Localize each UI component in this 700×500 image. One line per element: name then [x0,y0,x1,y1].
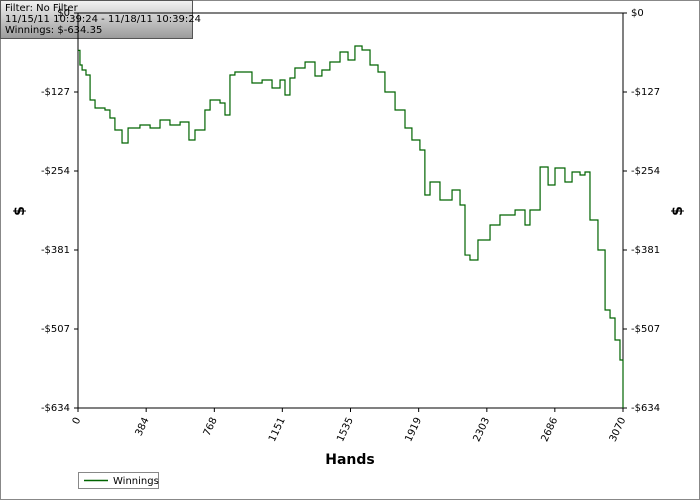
info-text: Filter: No Filter [5,3,79,14]
info-box [0,0,193,39]
info-text: Winnings: $-634.35 [5,25,102,36]
y2-tick-label: -$254 [631,166,660,177]
y-tick-label: -$507 [41,324,70,335]
info-text: 11/15/11 10:39:24 - 11/18/11 10:39:24 [5,14,201,25]
y-tick-label: -$254 [41,166,70,177]
x-tick-label: 1535 [335,416,356,444]
x-tick-label: 768 [202,416,220,438]
y-tick-label: -$634 [41,403,70,414]
y-tick-label: -$127 [41,87,70,98]
x-tick-label: 384 [134,416,152,438]
y2-tick-label: -$507 [631,324,660,335]
plot-area [77,12,624,409]
x-tick-label: 2686 [540,416,561,444]
x-tick-label: 3070 [608,416,629,444]
x-axis-label: Hands [325,452,375,468]
x-tick-label: 1919 [403,416,424,444]
y2-tick-label: -$634 [631,403,660,414]
y2-tick-label: -$381 [631,245,660,256]
y2-tick-label: -$127 [631,87,660,98]
y-tick-label: $0 [57,8,70,19]
y-axis-label: $ [12,206,28,216]
legend-label: Winnings [113,476,159,487]
x-tick-label: 1151 [267,416,288,444]
x-tick-label: 0 [71,416,84,426]
legend [78,472,159,489]
y-tick-label: -$381 [41,245,70,256]
y2-axis-label: $ [670,206,686,216]
y2-tick-label: $0 [631,8,644,19]
line [78,45,624,408]
x-tick-label: 2303 [472,416,493,444]
